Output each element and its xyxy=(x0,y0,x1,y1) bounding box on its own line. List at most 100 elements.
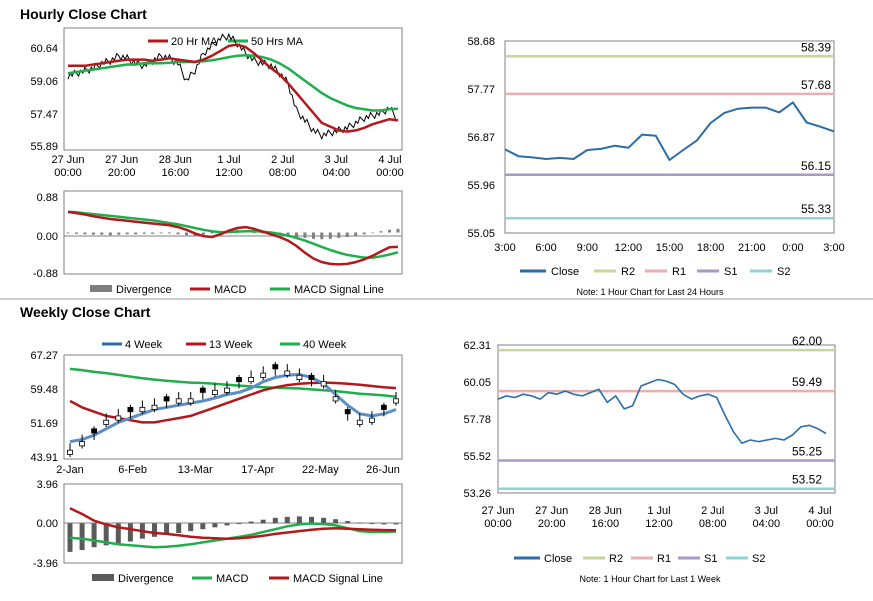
weekly-divergence-bar xyxy=(79,523,85,550)
hourly-title: Hourly Close Chart xyxy=(20,6,147,22)
hourly-pivot-r1-label: 57.68 xyxy=(801,78,831,92)
hourly-macd-frame xyxy=(63,190,403,275)
hourly-price-xtick: 1 Jul 12:00 xyxy=(215,154,243,179)
weekly-candle xyxy=(296,374,303,380)
hourly-divergence-bar xyxy=(117,232,121,235)
weekly-candle xyxy=(79,441,85,447)
weekly-4wk-line xyxy=(69,372,397,444)
weekly-divergence-bar xyxy=(284,516,290,524)
hourly-divergence-bar xyxy=(362,232,366,235)
hourly-divergence-bar xyxy=(201,232,205,235)
legend-label-divergence: Divergence xyxy=(116,284,172,296)
hourly-divergence-bar xyxy=(345,232,349,237)
weekly-signal-line xyxy=(69,507,397,540)
weekly-divergence-bar xyxy=(200,523,206,530)
hourly-pivot-xtick: 15:00 xyxy=(656,242,684,254)
legend-label-r2: R2 xyxy=(609,553,623,565)
hourly-price-xtick: 27 Jun 00:00 xyxy=(51,154,84,179)
hourly-pivot-s1-label: 56.15 xyxy=(801,159,831,173)
weekly-price-ytick: 67.27 xyxy=(30,350,58,362)
weekly-pivot-frame xyxy=(497,344,836,494)
hourly-pivot-ytick: 57.77 xyxy=(467,84,495,96)
hourly-divergence-bar xyxy=(252,232,256,234)
weekly-pivot-legend: Close R2 R1 S1 S2 xyxy=(514,553,765,565)
weekly-pivot-ytick: 57.78 xyxy=(463,414,491,426)
weekly-divergence-bar xyxy=(321,517,327,524)
weekly-candle xyxy=(248,376,255,383)
weekly-pivot-ytick: 62.31 xyxy=(463,340,491,352)
hourly-price-ytick: 55.89 xyxy=(30,141,58,153)
weekly-pivot-s2-label: 53.52 xyxy=(792,473,822,487)
hourly-pivot-ytick: 55.96 xyxy=(467,180,495,192)
legend-label-signal: MACD Signal Line xyxy=(293,573,383,585)
weekly-pivot-xtick: 27 Jun 20:00 xyxy=(535,505,568,530)
weekly-candle xyxy=(393,398,399,404)
weekly-divergence-bar xyxy=(127,523,133,542)
hourly-pivot-xtick: 0:00 xyxy=(782,242,803,254)
hourly-divergence-bar xyxy=(354,232,358,236)
weekly-note: Note: 1 Hour Chart for Last 1 Week xyxy=(580,574,721,584)
weekly-divergence-bar xyxy=(152,523,157,537)
weekly-price-ytick: 51.69 xyxy=(30,418,58,430)
hourly-divergence-bar xyxy=(371,232,375,234)
hourly-pivot-xtick: 3:00 xyxy=(823,242,844,254)
legend-label-divergence: Divergence xyxy=(118,573,174,585)
weekly-candle xyxy=(115,415,122,421)
weekly-candle xyxy=(380,404,387,410)
weekly-candle xyxy=(187,398,194,404)
hourly-50hr-ma-line xyxy=(67,54,399,112)
weekly-candle xyxy=(163,396,170,402)
hourly-macd-legend: Divergence MACD MACD Signal Line xyxy=(90,284,384,296)
hourly-macd-ytick: 0.00 xyxy=(37,231,58,243)
hourly-price-chart: 20 Hr MA 50 Hrs MA 60.64 59.06 57.47 55.… xyxy=(30,27,404,179)
hourly-divergence-bar xyxy=(159,232,163,234)
hourly-macd-ytick: -0.88 xyxy=(33,268,58,280)
weekly-divergence-bar xyxy=(272,517,278,524)
weekly-price-xtick: 13-Mar xyxy=(178,464,213,476)
hourly-20hr-ma-line xyxy=(68,43,399,133)
legend-label-4wk: 4 Week xyxy=(125,339,163,351)
hourly-macd-line xyxy=(67,210,399,266)
weekly-candle xyxy=(284,370,291,376)
weekly-macd-ytick: 0.00 xyxy=(37,518,58,530)
hourly-pivot-xtick: 21:00 xyxy=(738,242,766,254)
hourly-divergence-bar xyxy=(388,229,391,233)
weekly-divergence-bar xyxy=(381,523,387,525)
hourly-divergence-bar xyxy=(108,232,112,236)
weekly-pivot-xtick: 28 Jun 16:00 xyxy=(589,505,622,530)
hourly-note: Note: 1 Hour Chart for Last 24 Hours xyxy=(576,287,724,297)
weekly-candle xyxy=(260,372,267,378)
weekly-candle xyxy=(332,396,339,402)
hourly-divergence-bar xyxy=(83,232,87,235)
weekly-divergence-bar xyxy=(236,523,242,525)
hourly-price-xtick: 27 Jun 20:00 xyxy=(105,154,138,179)
weekly-divergence-bar xyxy=(393,523,399,525)
weekly-pivot-xtick: 3 Jul 04:00 xyxy=(753,505,781,530)
weekly-divergence-bar xyxy=(248,521,254,524)
hourly-price-legend: 20 Hr MA 50 Hrs MA xyxy=(148,36,304,48)
weekly-divergence-bar xyxy=(333,519,339,524)
weekly-candle xyxy=(224,387,230,393)
weekly-price-xtick: 22-May xyxy=(302,464,339,476)
weekly-pivot-r2-label: 62.00 xyxy=(792,334,822,348)
hourly-divergence-bar xyxy=(320,232,324,240)
weekly-candle xyxy=(103,419,110,425)
hourly-price-xtick: 28 Jun 16:00 xyxy=(159,154,192,179)
weekly-macd-legend: Divergence MACD MACD Signal Line xyxy=(92,573,383,585)
weekly-price-ytick: 43.91 xyxy=(30,452,58,464)
hourly-divergence-bar xyxy=(295,232,298,237)
weekly-pivot-xtick: 27 Jun 00:00 xyxy=(481,505,514,530)
legend-label-macd: MACD xyxy=(214,284,246,296)
weekly-40wk-line xyxy=(69,367,397,398)
weekly-pivot-ytick: 55.52 xyxy=(463,451,491,463)
hourly-divergence-bar xyxy=(151,232,155,234)
weekly-candle xyxy=(151,404,158,410)
weekly-macd-ytick: 3.96 xyxy=(37,479,58,491)
weekly-candle xyxy=(368,417,375,423)
weekly-candle xyxy=(91,428,97,434)
weekly-divergence-bar xyxy=(309,516,314,524)
hourly-price-ytick: 59.06 xyxy=(30,76,58,88)
weekly-divergence-bar xyxy=(188,523,194,532)
weekly-divergence-bar xyxy=(260,519,266,524)
hourly-pivot-legend: Close R2 R1 S1 S2 xyxy=(520,266,790,278)
